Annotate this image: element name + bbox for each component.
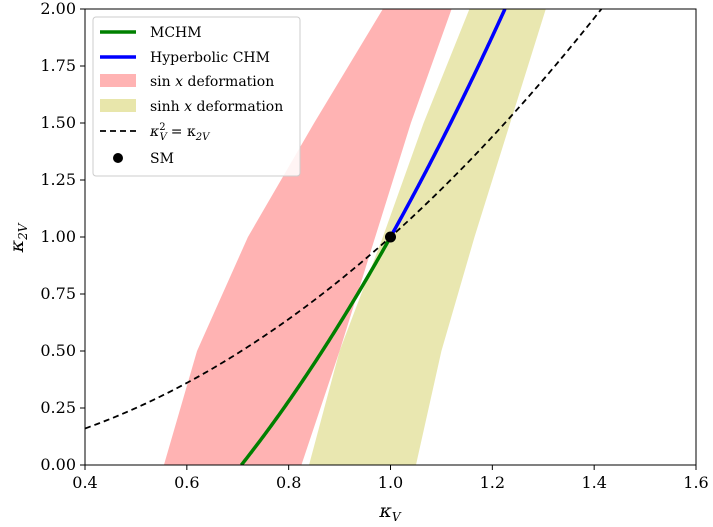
y-tick-label: 0.25 [40, 398, 76, 417]
y-tick-label: 1.00 [40, 227, 76, 246]
legend-sm-marker [113, 153, 123, 163]
legend: MCHM Hyperbolic CHM sin x deformation si… [92, 16, 301, 177]
x-tick-label: 0.4 [72, 473, 97, 492]
legend-dashed-kappa: κ [149, 124, 159, 140]
legend-dashed-eq: = κ [171, 124, 196, 140]
hyperbolic-chm-line [388, 9, 507, 238]
y-axis-label-sub: 2V [16, 222, 30, 241]
legend-frame [92, 16, 301, 177]
legend-dashed-label: κ2 V = κ2V [149, 122, 211, 143]
legend-sinh-var: x [184, 99, 192, 115]
x-axis-label: κV [378, 500, 401, 524]
legend-sm-label: SM [150, 151, 174, 167]
legend-sin-label: sin x deformation [150, 74, 274, 90]
sin-deformation-band [163, 9, 452, 465]
y-tick-label: 0.00 [40, 455, 76, 474]
y-tick-label: 2.00 [40, 0, 76, 18]
sm-point [385, 231, 396, 243]
y-tick-label: 0.75 [40, 284, 76, 303]
x-tick-label: 1.0 [378, 473, 403, 492]
y-tick-label: 0.50 [40, 341, 76, 360]
legend-hyperbolic-label: Hyperbolic CHM [150, 50, 270, 66]
x-tick-label: 1.4 [581, 473, 606, 492]
legend-sin-suffix: deformation [188, 74, 275, 90]
x-tick-label: 0.8 [276, 473, 301, 492]
y-axis-label: κ2V [6, 222, 30, 253]
x-tick-label: 0.6 [174, 473, 199, 492]
x-axis-label-sub: V [392, 510, 402, 524]
legend-sinh-swatch [100, 99, 136, 112]
legend-sin-swatch [100, 74, 136, 87]
y-axis-ticks: 0.00 0.25 0.50 0.75 1.00 1.25 1.50 1.75 2.00 [40, 0, 85, 474]
x-axis-ticks: 0.4 0.6 0.8 1.0 1.2 1.4 1.6 [72, 465, 709, 492]
x-axis-label-main: κ [378, 500, 392, 522]
legend-sinh-prefix: sinh [150, 99, 180, 115]
legend-sinh-label: sinh x deformation [150, 99, 283, 115]
legend-dashed-sub1: V [160, 132, 169, 143]
legend-mchm-label: MCHM [150, 25, 202, 41]
x-tick-label: 1.6 [683, 473, 708, 492]
legend-sinh-suffix: deformation [197, 99, 284, 115]
legend-sin-var: x [175, 74, 183, 90]
y-tick-label: 1.25 [40, 170, 76, 189]
legend-dashed-sub2: 2V [195, 132, 211, 143]
legend-sin-prefix: sin [150, 74, 171, 90]
y-axis-label-main: κ [6, 239, 28, 253]
mchm-line [239, 236, 393, 465]
plot-area [85, 9, 603, 465]
x-tick-label: 1.2 [480, 473, 505, 492]
y-tick-label: 1.50 [40, 113, 76, 132]
y-tick-label: 1.75 [40, 56, 76, 75]
kv-squared-dashed-line [85, 9, 603, 430]
sinh-deformation-band [309, 9, 546, 465]
legend-dashed-sup: 2 [159, 122, 165, 133]
